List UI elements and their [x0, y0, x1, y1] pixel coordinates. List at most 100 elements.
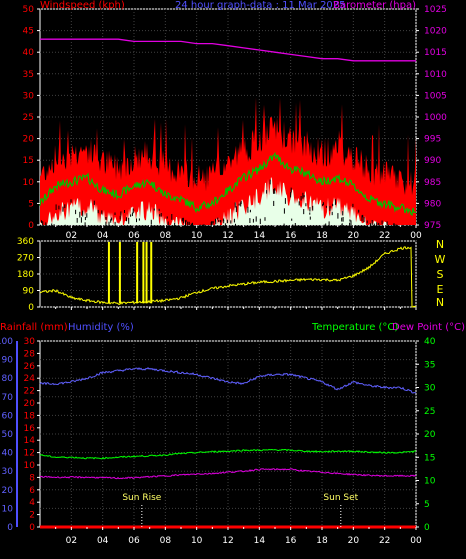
rain-tick-label: 22 — [24, 387, 35, 397]
lull-gap — [226, 219, 228, 224]
rain-tick-label: 16 — [24, 424, 36, 434]
lull-gap — [402, 225, 404, 231]
windspeed-tick-label: 15 — [23, 156, 34, 166]
direction-tick-label: 0 — [28, 303, 34, 313]
temperature-tick-label: 35 — [424, 360, 435, 370]
x-tick-label: 22 — [379, 536, 390, 546]
x-tick-label: 00 — [410, 231, 422, 241]
windspeed-tick-label: 0 — [28, 221, 34, 231]
lull-gap — [309, 212, 311, 215]
lull-gap — [75, 209, 77, 215]
lull-gap — [298, 201, 300, 206]
x-tick-label: 16 — [285, 231, 297, 241]
lull-gap — [414, 225, 416, 231]
rain-tick-label: 18 — [24, 411, 36, 421]
x-tick-label: 12 — [222, 231, 233, 241]
lull-gap — [110, 219, 112, 223]
lull-gap — [328, 221, 330, 227]
lull-gap — [269, 179, 271, 185]
lull-gap — [247, 206, 249, 213]
lull-gap — [337, 213, 339, 219]
x-tick-label: 08 — [160, 536, 172, 546]
x-tick-label: 18 — [316, 536, 328, 546]
x-tick-label: 06 — [128, 536, 140, 546]
panel1-axes: 0510152025303540455097598098599099510001… — [23, 5, 448, 241]
lull-gap — [230, 220, 232, 224]
chart-title: 24 hour graph-data : 11 Mar 2025 — [175, 0, 346, 11]
gust-fill — [40, 97, 416, 225]
temperature-tick-label: 15 — [424, 453, 435, 463]
panel2-grid — [40, 240, 417, 308]
lull-gap — [187, 221, 189, 225]
rain-tick-label: 2 — [29, 511, 35, 521]
barometer-tick-label: 995 — [424, 135, 441, 145]
lull-gap — [131, 212, 133, 217]
lull-gap — [386, 221, 388, 226]
rain-tick-label: 28 — [24, 349, 36, 359]
humidity-tick-label: 100 — [0, 337, 13, 347]
barometer-tick-label: 990 — [424, 156, 441, 166]
lull-gap — [259, 218, 261, 225]
lull-gap — [220, 220, 222, 223]
humidity-tick-label: 30 — [2, 467, 14, 477]
barometer-tick-label: 1015 — [424, 48, 447, 58]
humidity-tick-label: 10 — [2, 504, 14, 514]
lull-gap — [334, 199, 336, 205]
lull-gap — [217, 217, 219, 220]
barometer-tick-label: 980 — [424, 199, 441, 209]
rain-tick-label: 30 — [24, 337, 36, 347]
lull-gap — [136, 218, 137, 223]
lull-gap — [188, 221, 190, 225]
lull-gap — [167, 221, 169, 227]
compass-letter: N — [436, 238, 444, 251]
lull-gap — [255, 216, 257, 222]
lull-gap — [361, 215, 363, 222]
lull-gap — [110, 218, 112, 221]
lull-gap — [185, 219, 187, 223]
lull-gap — [64, 224, 66, 227]
gust-area — [40, 97, 416, 231]
lull-gap — [132, 208, 134, 214]
dewpoint-series — [39, 468, 417, 480]
lull-gap — [300, 196, 302, 201]
wind-barometer-panel: 0510152025303540455097598098599099510001… — [23, 0, 448, 241]
lull-gap — [126, 217, 127, 222]
lull-gap — [341, 223, 343, 230]
lull-gap — [223, 219, 225, 224]
x-tick-label: 20 — [348, 231, 360, 241]
lull-gap — [174, 222, 176, 229]
humidity-tick-label: 80 — [2, 374, 14, 384]
x-tick-label: 10 — [191, 536, 203, 546]
temperature-tick-label: 10 — [424, 477, 436, 487]
rainfall-axis-label: Rainfall (mm) — [0, 322, 68, 333]
barometer-tick-label: 975 — [424, 221, 441, 231]
lull-gap — [211, 221, 213, 226]
lull-gap — [82, 210, 84, 217]
lull-gap — [185, 220, 186, 226]
lull-gap — [395, 224, 397, 227]
x-tick-label: 04 — [97, 231, 109, 241]
lull-gap — [342, 211, 344, 216]
lull-gap — [105, 221, 107, 226]
barometer-tick-label: 1025 — [424, 5, 447, 15]
rain-tick-label: 4 — [29, 498, 35, 508]
lull-gap — [325, 205, 327, 208]
panel3-grid — [40, 340, 417, 528]
rain-tick-label: 6 — [29, 486, 35, 496]
direction-tick-label: 270 — [17, 254, 34, 264]
dewpoint-axis-label: Dew Point (°C) — [392, 322, 465, 333]
lull-gap — [235, 223, 236, 227]
sunrise-label: Sun Rise — [122, 493, 161, 503]
x-tick-label: 02 — [66, 231, 77, 241]
lull-gap — [305, 203, 307, 207]
lull-gap — [233, 218, 235, 223]
lull-gap — [79, 211, 81, 218]
lull-gap — [302, 192, 304, 199]
lull-gap — [358, 209, 360, 213]
lull-gap — [201, 224, 203, 231]
lull-gap — [55, 204, 57, 211]
lull-gap — [218, 219, 220, 222]
windspeed-tick-label: 45 — [23, 27, 34, 37]
lull-gap — [159, 214, 161, 217]
